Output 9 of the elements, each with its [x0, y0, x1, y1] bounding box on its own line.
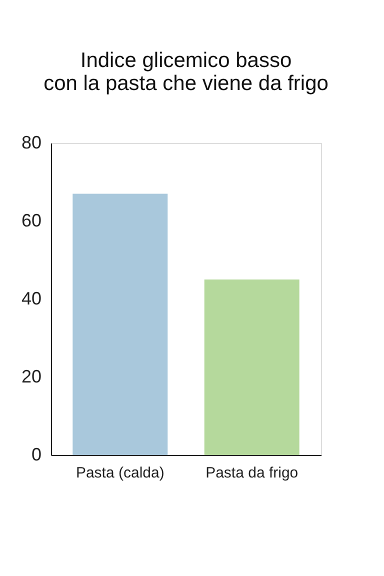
x-tick-label: Pasta (calda) [76, 464, 164, 482]
text: con la pasta che viene da frigo [44, 72, 328, 95]
y-tick-label: 0 [31, 444, 42, 464]
y-tick-label: 80 [21, 132, 42, 152]
y-tick-label: 60 [21, 210, 42, 230]
x-tick-label: Pasta da frigo [206, 464, 298, 482]
y-tick-label: 40 [21, 288, 42, 308]
y-tick-label: 20 [21, 366, 42, 386]
text: Indice glicemico basso [80, 49, 292, 72]
